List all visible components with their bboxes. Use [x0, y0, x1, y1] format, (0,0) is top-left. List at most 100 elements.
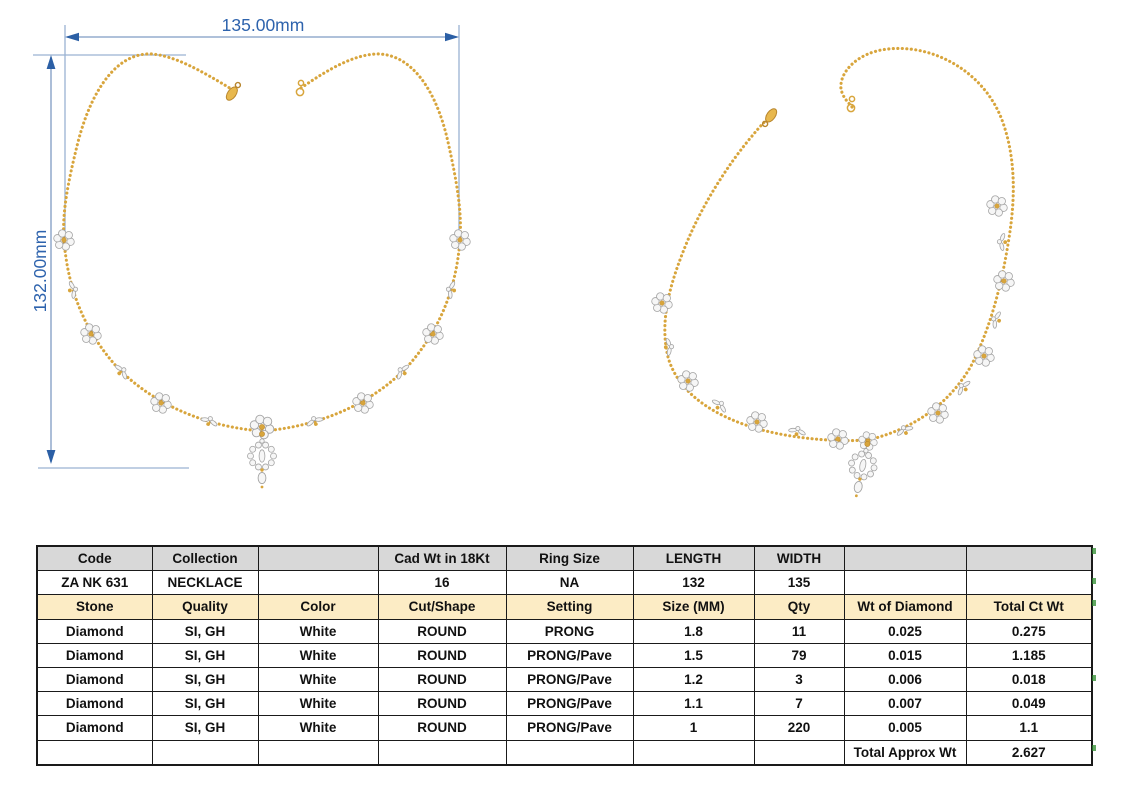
diamond-stone: [249, 420, 260, 430]
gold-center: [685, 378, 691, 384]
gold-bead: [67, 288, 72, 293]
diamond-flower-cluster: [927, 402, 949, 424]
diamond-flower-cluster: [993, 270, 1015, 292]
table-cell: 7: [753, 691, 845, 717]
diamond-flower-cluster: [651, 292, 673, 314]
diamond-stone: [757, 413, 766, 422]
table-cell: 1.2: [632, 666, 755, 693]
diamond-leaf-spray: [991, 311, 1001, 329]
table-cell: PRONG/Pave: [505, 666, 634, 693]
table-header-cell: LENGTH: [632, 545, 755, 572]
table-cell: 3: [753, 666, 845, 693]
diamond-stone: [900, 425, 906, 431]
table-cell: Diamond: [36, 618, 153, 644]
table-cell: PRONG/Pave: [505, 691, 634, 717]
diamond-stone: [262, 441, 269, 449]
diamond-stone: [80, 328, 89, 337]
diamond-stone: [460, 231, 469, 240]
diamond-leaf-spray: [788, 426, 806, 437]
table-cell: Total Approx Wt: [843, 739, 967, 766]
diamond-stone: [270, 452, 277, 460]
diamond-stone: [827, 433, 836, 442]
table-cell: [843, 570, 967, 596]
table-header-cell: [257, 545, 379, 572]
table-cell: White: [257, 642, 379, 668]
gold-center: [61, 237, 67, 243]
table-row: Diamond SI, GH White ROUND PRONG/Pave 1.5 79 0.…: [36, 642, 1093, 668]
table-cell: PRONG: [505, 618, 634, 644]
diamond-stone: [718, 400, 724, 406]
table-cell: SI, GH: [151, 618, 259, 644]
table-cell: SI, GH: [151, 691, 259, 717]
gold-bead: [904, 431, 908, 435]
diamond-stone: [662, 294, 671, 303]
table-row: Diamond SI, GH White ROUND PRONG/Pave 1.1 7 0.0…: [36, 691, 1093, 717]
table-cell: 0.015: [843, 642, 967, 668]
table-cell: ROUND: [377, 715, 507, 741]
table-cell: ZA NK 631: [36, 570, 153, 596]
diamond-stone: [445, 286, 451, 292]
gold-bead: [997, 318, 1001, 323]
diamond-stone: [73, 286, 79, 292]
diamond-leaf-spray: [67, 281, 79, 299]
arrow-up-icon: [46, 55, 56, 69]
gold-bead: [206, 422, 211, 426]
diamond-leaf-spray: [996, 233, 1008, 251]
table-cell: 1.185: [965, 642, 1093, 668]
table-cell: 1.1: [965, 715, 1093, 741]
diamond-stone: [927, 407, 936, 416]
height-dimension-label: 132.00mm: [30, 230, 50, 313]
table-cell: ROUND: [377, 618, 507, 644]
gold-center: [835, 436, 841, 442]
diamond-stone: [860, 473, 868, 481]
diamond-stone: [352, 397, 361, 406]
jump-ring-icon: [295, 87, 305, 97]
table-cell: [632, 739, 755, 766]
diamond-leaf-spray: [396, 364, 410, 380]
table-row: Diamond SI, GH White ROUND PRONG/Pave 1 220 0.0…: [36, 715, 1093, 741]
diamond-stone: [868, 432, 877, 441]
diamond-leaf-spray: [711, 399, 726, 413]
table-cell: PRONG/Pave: [505, 642, 634, 668]
diamond-stone: [207, 416, 213, 422]
diamond-stone: [938, 404, 947, 413]
diamond-leaf-spray: [896, 425, 914, 436]
table-cell: 2.627: [965, 739, 1093, 766]
arrow-down-icon: [46, 450, 56, 464]
table-header-cell: WIDTH: [753, 545, 845, 572]
table-cell: White: [257, 691, 379, 717]
diamond-leaf-spray: [445, 281, 457, 299]
diamond-stone: [150, 397, 159, 406]
diamond-stone: [247, 452, 254, 460]
diamond-stone: [869, 457, 877, 465]
table-cell: [753, 739, 845, 766]
diamond-stone: [422, 328, 431, 337]
diamond-marquise: [859, 458, 867, 472]
gold-center: [158, 400, 164, 406]
table-cell: 0.049: [965, 691, 1093, 717]
pendant-bail: [259, 431, 265, 437]
diamond-stone: [795, 426, 801, 432]
specification-table: Code Collection Cad Wt in 18Kt Ring Size LEN…: [36, 545, 1093, 766]
diamond-stone: [255, 441, 262, 449]
table-cell: [965, 570, 1093, 596]
table-row: Diamond SI, GH White ROUND PRONG 1.8 11 0.025 0.…: [36, 618, 1093, 644]
table-header-row: Code Collection Cad Wt in 18Kt Ring Size LEN…: [36, 545, 1093, 572]
diamond-stone: [651, 297, 660, 306]
table-cell: 132: [632, 570, 755, 596]
table-cell: 0.006: [843, 666, 967, 693]
table-cell: 135: [753, 570, 845, 596]
diamond-flower-cluster: [746, 411, 768, 433]
table-cell: [36, 739, 153, 766]
diamond-stone: [262, 416, 273, 427]
chain-path: [260, 52, 462, 433]
table-cell: 79: [753, 642, 845, 668]
diamond-stone: [865, 452, 872, 459]
gold-center: [430, 331, 436, 337]
table-cell: 1.8: [632, 618, 755, 644]
width-dimension-label: 135.00mm: [222, 15, 305, 35]
diamond-stone: [249, 445, 257, 453]
artifact-mark: [1092, 745, 1096, 751]
diamond-stone: [746, 416, 755, 425]
diamond-flower-cluster: [986, 195, 1008, 217]
